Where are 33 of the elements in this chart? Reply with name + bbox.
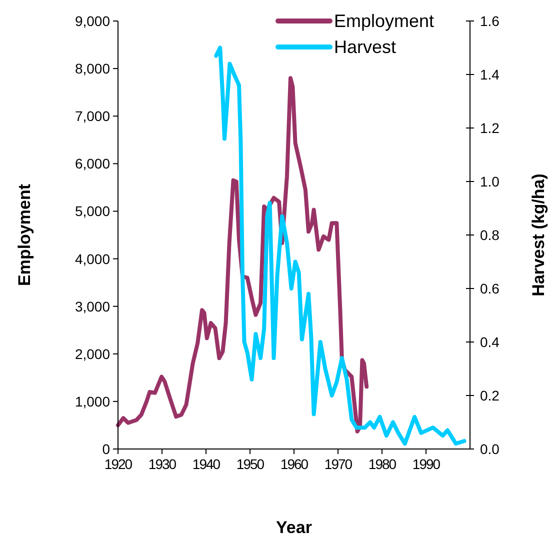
x-tick-label: 1920	[104, 456, 133, 472]
y-tick-label: 8,000	[74, 60, 110, 77]
legend-label: Harvest	[334, 37, 396, 57]
y-axis-title: Employment	[15, 184, 34, 286]
x-tick-label: 1980	[368, 456, 397, 472]
y-tick-label: 2,000	[74, 346, 110, 362]
x-tick-label: 1970	[324, 456, 353, 472]
y-tick-label: 9,000	[74, 13, 110, 29]
y-tick-label: 3,000	[74, 298, 110, 314]
y2-tick-label: 1.6	[480, 13, 500, 29]
line-series	[116, 76, 369, 434]
y-tick-label: 5,000	[74, 203, 110, 220]
y-tick-label: 1,000	[74, 393, 110, 410]
x-tick-label: 1990	[412, 456, 441, 472]
x-axis-title: Year	[276, 518, 312, 537]
y2-tick-label: 0.8	[480, 227, 500, 243]
y-tick-label: 6,000	[74, 156, 110, 172]
y-tick-label: 0	[102, 441, 110, 457]
y-tick-label: 7,000	[74, 108, 110, 124]
legend-label: Employment	[334, 11, 434, 31]
y2-tick-label: 1.4	[480, 66, 500, 82]
y2-tick-label: 1.0	[480, 174, 500, 190]
y2-tick-label: 0.0	[480, 441, 500, 457]
y-tick-label: 4,000	[74, 250, 110, 267]
y2-tick-label: 0.6	[480, 280, 500, 296]
y2-tick-label: 1.2	[480, 120, 500, 136]
x-tick-label: 1940	[192, 456, 221, 472]
y2-tick-label: 0.4	[480, 334, 500, 350]
x-tick-label: 1950	[236, 456, 265, 472]
x-tick-label: 1930	[148, 456, 177, 472]
x-tick-label: 1960	[280, 456, 309, 472]
y2-axis-title: Harvest (kg/ha)	[529, 174, 548, 296]
y2-tick-label: 0.2	[480, 388, 500, 404]
